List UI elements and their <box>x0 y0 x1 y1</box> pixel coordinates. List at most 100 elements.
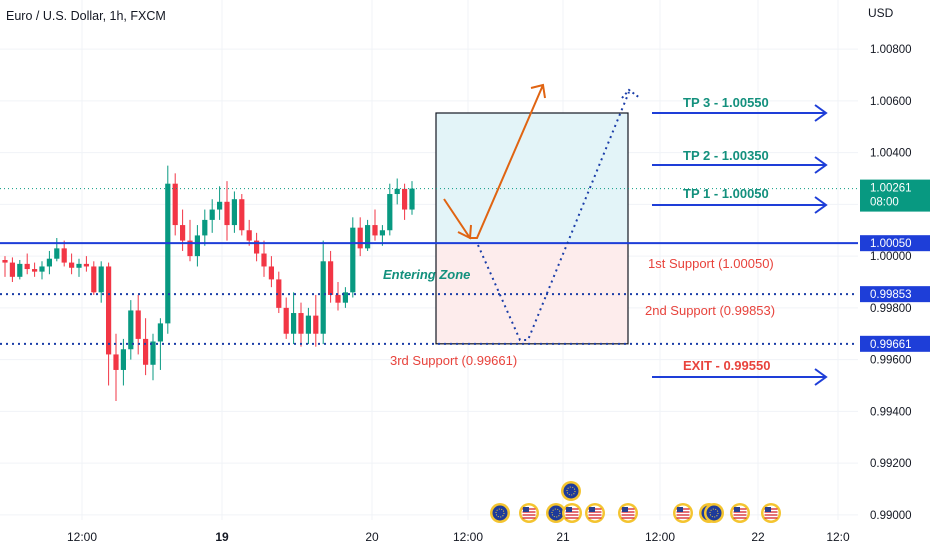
candle-body <box>409 188 415 210</box>
candle-body <box>357 227 363 249</box>
candle-body <box>46 258 52 267</box>
candle-body <box>180 225 186 241</box>
y-tick-label: 1.00400 <box>870 148 912 160</box>
x-tick-label: 12:0 <box>826 530 850 544</box>
candle-body <box>17 263 23 277</box>
target-arrowhead <box>814 196 828 214</box>
support-1-label: 1st Support (1.00050) <box>648 256 774 271</box>
candle-body <box>254 240 260 254</box>
candles <box>2 165 415 401</box>
exit-label: EXIT - 0.99550 <box>683 358 770 373</box>
eu-flag-icon <box>563 483 579 499</box>
take-profit-zone <box>436 113 628 244</box>
candle-body <box>379 230 385 236</box>
eu-stars <box>551 508 561 518</box>
candle-body <box>9 262 15 277</box>
candle-body <box>335 294 341 303</box>
x-tick-label: 19 <box>215 530 229 544</box>
time-axis[interactable]: 12:00 19 20 12:00 21 12:00 22 12:0 <box>67 530 850 544</box>
candle-body <box>135 310 141 339</box>
price-axis[interactable]: USD 1.008001.006001.004001.002001.000000… <box>868 6 912 522</box>
candle-body <box>372 225 378 236</box>
candle-body <box>350 227 356 293</box>
x-tick-label: 12:00 <box>453 530 483 544</box>
x-tick-label: 12:00 <box>645 530 675 544</box>
candle-body <box>157 323 163 342</box>
candle-body <box>24 263 30 270</box>
price-labels: 1.00050 0.99853 0.99661 1.00261 08:00 <box>860 179 930 352</box>
candle-body <box>387 194 393 231</box>
candle-body <box>98 266 104 293</box>
drawings <box>443 83 641 341</box>
orange-path-arrow <box>443 84 544 239</box>
tp3-label: TP 3 - 1.00550 <box>683 95 769 110</box>
candle-body <box>172 183 178 226</box>
x-tick-label: 20 <box>365 530 379 544</box>
candle-body <box>402 188 408 210</box>
candle-body <box>394 188 400 195</box>
candle-body <box>91 266 97 293</box>
header-title: Euro / U.S. Dollar, 1h, FXCM <box>6 9 166 23</box>
candle-body <box>313 315 319 334</box>
target-arrowhead <box>814 156 828 174</box>
x-tick-label: 12:00 <box>67 530 97 544</box>
countdown-label: 08:00 <box>870 197 899 209</box>
dotted-arrowhead <box>621 88 641 99</box>
candle-body <box>202 219 208 236</box>
us-canton <box>523 507 529 512</box>
us-canton <box>622 507 628 512</box>
candle-body <box>32 269 38 272</box>
eu-flag-icon <box>548 505 564 521</box>
us-canton <box>765 507 771 512</box>
candle-body <box>224 201 230 226</box>
tp2-label: TP 2 - 1.00350 <box>683 148 769 163</box>
y-tick-label: 0.99200 <box>870 458 912 470</box>
tp1-label: TP 1 - 1.00050 <box>683 186 769 201</box>
candle-body <box>217 201 223 210</box>
candle-body <box>231 199 237 226</box>
orange-arrowhead-down <box>457 224 472 240</box>
eu-flag-icon <box>492 505 508 521</box>
y-tick-label: 0.99400 <box>870 406 912 418</box>
candle-body <box>239 199 245 231</box>
eu-stars <box>709 508 719 518</box>
eu-stars <box>566 486 576 496</box>
target-arrowhead <box>814 104 828 122</box>
current-price-label: 1.00261 <box>870 183 912 195</box>
support-2-label: 2nd Support (0.99853) <box>645 303 775 318</box>
candle-body <box>365 225 371 249</box>
eu-stars <box>495 508 505 518</box>
level-price-label: 0.99853 <box>870 289 912 301</box>
us-canton <box>566 507 572 512</box>
entering-zone-label: Entering Zone <box>383 267 470 282</box>
level-price-tag <box>860 235 930 252</box>
candle-body <box>298 313 304 334</box>
annotations: Euro / U.S. Dollar, 1h, FXCM Entering Zo… <box>6 9 775 373</box>
support-3-label: 3rd Support (0.99661) <box>390 353 517 368</box>
candle-body <box>106 266 112 355</box>
candle-body <box>150 341 156 365</box>
candle-body <box>113 354 119 370</box>
target-arrows <box>652 104 828 386</box>
candle-body <box>209 209 215 220</box>
candle-body <box>261 253 267 267</box>
candle-body <box>120 349 126 370</box>
candle-body <box>328 261 334 295</box>
y-tick-label: 0.99800 <box>870 303 912 315</box>
candle-body <box>342 292 348 303</box>
economic-events[interactable] <box>490 481 781 523</box>
y-tick-label: 0.99600 <box>870 355 912 367</box>
candle-body <box>268 266 274 280</box>
candle-body <box>143 338 149 365</box>
candle-body <box>187 240 193 257</box>
stop-zone <box>436 243 628 344</box>
candle-body <box>165 183 171 324</box>
candle-body <box>39 266 45 272</box>
us-canton <box>589 507 595 512</box>
y-tick-label: 1.00800 <box>870 44 912 56</box>
candle-body <box>320 261 326 334</box>
current-price-tag <box>860 179 930 212</box>
candle-body <box>61 248 67 263</box>
